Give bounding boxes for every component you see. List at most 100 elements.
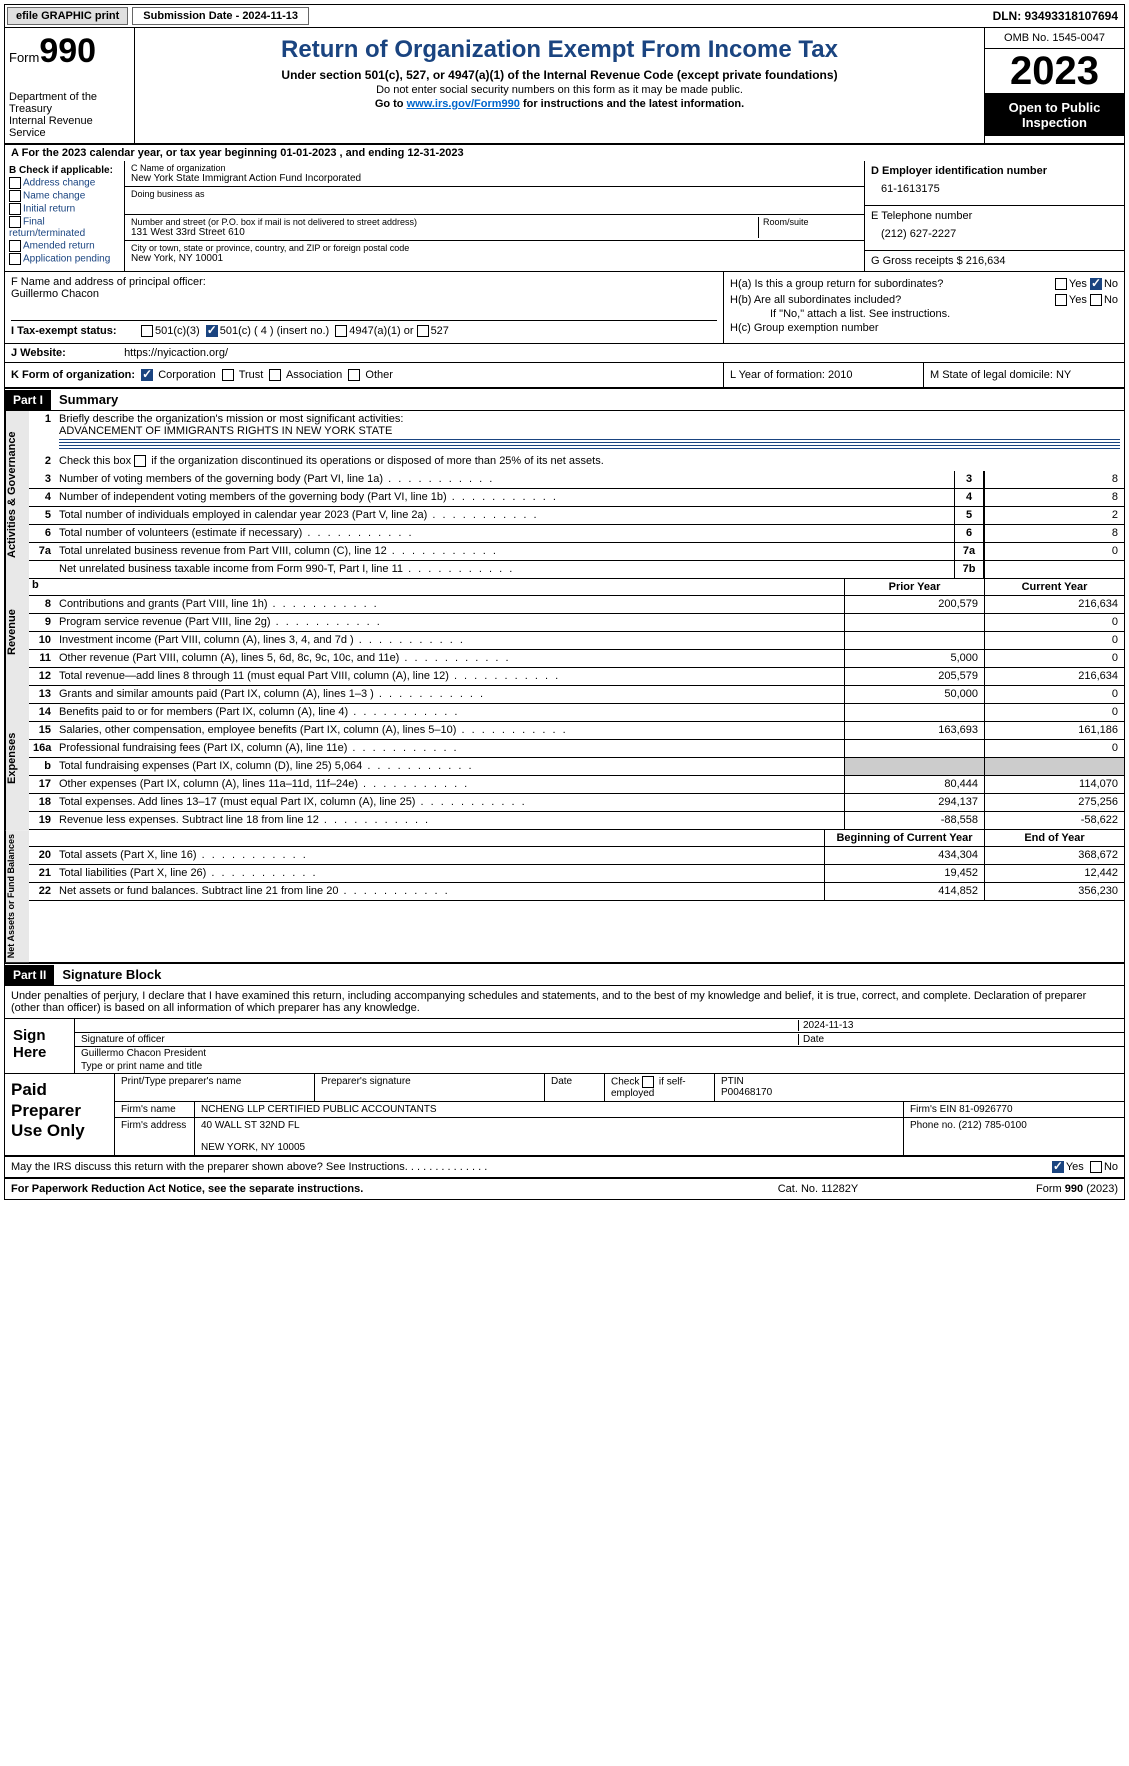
chk-501c[interactable]	[206, 325, 218, 337]
chk-assoc[interactable]	[269, 369, 281, 381]
summary-line: 16aProfessional fundraising fees (Part I…	[29, 740, 1124, 758]
revenue-section: Revenue bPrior YearCurrent Year 8Contrib…	[5, 579, 1124, 686]
officer-name: Guillermo Chacon	[11, 288, 717, 300]
summary-line: 13Grants and similar amounts paid (Part …	[29, 686, 1124, 704]
org-name-label: C Name of organization	[131, 163, 858, 173]
summary-line: 3Number of voting members of the governi…	[29, 471, 1124, 489]
irs-link[interactable]: www.irs.gov/Form990	[407, 98, 520, 110]
chk-corp[interactable]	[141, 369, 153, 381]
chk-527[interactable]	[417, 325, 429, 337]
goto-post: for instructions and the latest informat…	[520, 98, 744, 110]
discuss-no[interactable]	[1090, 1161, 1102, 1173]
form-footer: Form 990 (2023)	[1036, 1183, 1118, 1195]
part2-tag: Part II	[5, 965, 54, 985]
sign-date: 2024-11-13	[798, 1020, 1118, 1031]
vtab-exp: Expenses	[5, 686, 29, 830]
summary-line: 10Investment income (Part VIII, column (…	[29, 632, 1124, 650]
form-prefix: Form	[9, 50, 39, 65]
paperwork-notice: For Paperwork Reduction Act Notice, see …	[11, 1183, 718, 1195]
addr-label: Number and street (or P.O. box if mail i…	[131, 217, 758, 227]
summary-line: 14Benefits paid to or for members (Part …	[29, 704, 1124, 722]
summary-line: 17Other expenses (Part IX, column (A), l…	[29, 776, 1124, 794]
hb-no[interactable]	[1090, 294, 1102, 306]
box-defg: D Employer identification number61-16131…	[864, 161, 1124, 271]
box-c: C Name of organizationNew York State Imm…	[125, 161, 864, 271]
mission-text: ADVANCEMENT OF IMMIGRANTS RIGHTS IN NEW …	[59, 425, 392, 437]
goto-pre: Go to	[375, 98, 407, 110]
form-990-page: efile GRAPHIC print Submission Date - 20…	[4, 4, 1125, 1200]
chk-other[interactable]	[348, 369, 360, 381]
ha-no[interactable]	[1090, 278, 1102, 290]
ein-label: D Employer identification number	[871, 165, 1118, 177]
submission-date: Submission Date - 2024-11-13	[132, 7, 309, 25]
paid-preparer-label: Paid Preparer Use Only	[5, 1074, 115, 1155]
summary-line: 9Program service revenue (Part VIII, lin…	[29, 614, 1124, 632]
box-b: B Check if applicable: Address change Na…	[5, 161, 125, 271]
chk-final: Final return/terminated	[9, 216, 120, 239]
open-public: Open to Public Inspection	[985, 94, 1124, 136]
city-label: City or town, state or province, country…	[131, 243, 858, 253]
expenses-section: Expenses 13Grants and similar amounts pa…	[5, 686, 1124, 830]
summary-line: bTotal fundraising expenses (Part IX, co…	[29, 758, 1124, 776]
officer-printed: Guillermo Chacon President	[81, 1048, 206, 1059]
box-f: F Name and address of principal officer:…	[5, 272, 724, 343]
hb-yes[interactable]	[1055, 294, 1067, 306]
summary-line: 15Salaries, other compensation, employee…	[29, 722, 1124, 740]
perjury-text: Under penalties of perjury, I declare th…	[5, 986, 1124, 1019]
room-label: Room/suite	[763, 217, 858, 227]
efile-print-button[interactable]: efile GRAPHIC print	[7, 7, 128, 25]
form-title: Return of Organization Exempt From Incom…	[139, 36, 980, 64]
line-l: L Year of formation: 2010	[724, 363, 924, 387]
vtab-ag: Activities & Governance	[5, 411, 29, 579]
prep-selfemp: Check if self-employed	[605, 1074, 715, 1101]
line-k-label: K Form of organization:	[11, 369, 135, 381]
activities-governance: Activities & Governance 1Briefly describ…	[5, 411, 1124, 579]
discuss-text: May the IRS discuss this return with the…	[11, 1161, 408, 1173]
vtab-na: Net Assets or Fund Balances	[5, 830, 29, 962]
prep-name-hdr: Print/Type preparer's name	[115, 1074, 315, 1101]
col-current-year: Current Year	[984, 579, 1124, 595]
header-sub1: Under section 501(c), 527, or 4947(a)(1)…	[139, 68, 980, 82]
website-value: https://nyicaction.org/	[124, 347, 228, 359]
part2-bar: Part II Signature Block	[5, 964, 1124, 986]
chk-discontinued[interactable]	[134, 455, 146, 467]
form-id-box: Form990 Department of the Treasury Inter…	[5, 28, 135, 143]
chk-selfemp[interactable]	[642, 1076, 654, 1088]
prep-sig-hdr: Preparer's signature	[315, 1074, 545, 1101]
footer: For Paperwork Reduction Act Notice, see …	[5, 1179, 1124, 1199]
col-prior-year: Prior Year	[844, 579, 984, 595]
date-label: Date	[798, 1034, 1118, 1045]
form-header: Form990 Department of the Treasury Inter…	[5, 28, 1124, 145]
officer-label: F Name and address of principal officer:	[11, 276, 717, 288]
prep-date-hdr: Date	[545, 1074, 605, 1101]
ha-yes[interactable]	[1055, 278, 1067, 290]
chk-501c3[interactable]	[141, 325, 153, 337]
chk-trust[interactable]	[222, 369, 234, 381]
org-address: 131 West 33rd Street 610	[131, 227, 758, 238]
summary-line: 20Total assets (Part X, line 16)434,3043…	[29, 847, 1124, 865]
summary-line: 18Total expenses. Add lines 13–17 (must …	[29, 794, 1124, 812]
box-b-title: B Check if applicable:	[9, 165, 120, 176]
summary-line: 22Net assets or fund balances. Subtract …	[29, 883, 1124, 901]
phone-label: E Telephone number	[871, 210, 1118, 222]
line-m: M State of legal domicile: NY	[924, 363, 1124, 387]
mission-label: Briefly describe the organization's miss…	[59, 413, 403, 425]
hc-label: H(c) Group exemption number	[730, 322, 879, 334]
firm-ein: 81-0926770	[959, 1104, 1012, 1115]
tax-year: 2023	[985, 49, 1124, 94]
discuss-yes[interactable]	[1052, 1161, 1064, 1173]
dba-label: Doing business as	[131, 189, 858, 199]
dept-treasury: Department of the Treasury	[9, 91, 130, 115]
firm-addr2: NEW YORK, NY 10005	[201, 1142, 305, 1153]
chk-4947[interactable]	[335, 325, 347, 337]
vtab-rev: Revenue	[5, 579, 29, 686]
sign-here-row: Sign Here 2024-11-13 Signature of office…	[5, 1019, 1124, 1074]
chk-amended: Amended return	[9, 240, 120, 252]
summary-line: 7aTotal unrelated business revenue from …	[29, 543, 1124, 561]
hb-label: H(b) Are all subordinates included?	[730, 294, 1055, 306]
summary-line: 19Revenue less expenses. Subtract line 1…	[29, 812, 1124, 830]
box-h: H(a) Is this a group return for subordin…	[724, 272, 1124, 343]
firm-name-label: Firm's name	[115, 1102, 195, 1117]
part2-title: Signature Block	[54, 964, 169, 985]
col-end-year: End of Year	[984, 830, 1124, 846]
